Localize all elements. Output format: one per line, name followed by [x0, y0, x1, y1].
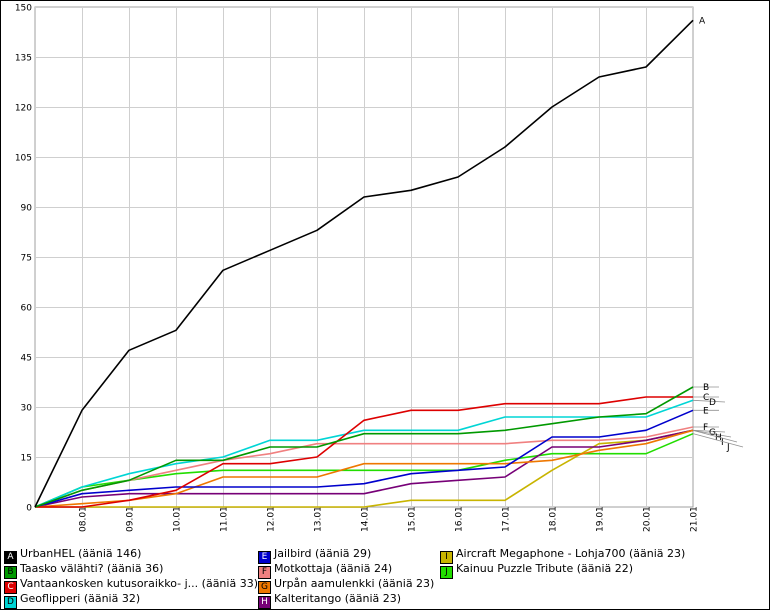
series-end-label: H: [715, 433, 722, 443]
legend-label: Taasko välähti? (ääniä 36): [20, 562, 164, 575]
y-tick-label: 105: [15, 154, 32, 164]
legend-item: H Kalteritango (ääniä 23): [258, 592, 402, 609]
series-end-label: D: [709, 398, 716, 408]
series-line-f: [34, 426, 694, 508]
series-line-c: [35, 396, 693, 508]
legend-swatch: H: [258, 596, 271, 609]
legend-label: Aircraft Megaphone - Lohja700 (ääniä 23): [456, 547, 686, 560]
x-tick-label: 19.01: [596, 506, 606, 532]
y-tick-label: 75: [21, 254, 32, 264]
legend-label: Geoflipperi (ääniä 32): [20, 592, 141, 605]
series-end-label: G: [709, 428, 716, 438]
series-end-label: F: [703, 423, 708, 433]
legend-swatch: B: [4, 566, 17, 579]
legend-item: E Jailbird (ääniä 29): [258, 547, 372, 564]
x-tick-label: 13.01: [314, 506, 324, 532]
legend-label: Urpån aamulenkki (ääniä 23): [274, 577, 435, 590]
x-tick-label: 18.01: [549, 506, 559, 532]
series-end-label: J: [726, 443, 730, 453]
series-line-e: [34, 409, 694, 508]
x-tick-label: 21.01: [690, 506, 700, 532]
legend-label: Kainuu Puzzle Tribute (ääniä 22): [456, 562, 634, 575]
legend-label: Motkottaja (ääniä 24): [274, 562, 393, 575]
y-tick-label: 60: [21, 304, 33, 314]
end-label-leader: [692, 429, 726, 433]
series-line-i: [35, 429, 694, 508]
line-chart: 0 15 30 45 60 75 90 105 120 135 150 08.01 09.01 10.01…: [15, 4, 744, 532]
series-line-h: [34, 429, 694, 508]
x-tick-label: 09.01: [126, 506, 136, 532]
y-tick-label: 15: [21, 454, 32, 464]
x-tick-label: 14.01: [361, 506, 371, 532]
legend-swatch: I: [440, 551, 453, 564]
legend-label: Vantaankosken kutusoraikko- j... (ääniä …: [20, 577, 258, 590]
end-label-leader: [692, 429, 732, 438]
legend-item: B Taasko välähti? (ääniä 36): [4, 562, 164, 579]
series-line-g: [34, 429, 694, 508]
series-line-b: [34, 386, 694, 508]
legend-swatch: F: [258, 566, 271, 579]
y-tick-label: 45: [21, 354, 32, 364]
y-tick-label: 120: [15, 104, 32, 114]
legend-swatch: C: [4, 581, 17, 594]
legend-item: F Motkottaja (ääniä 24): [258, 562, 393, 579]
x-tick-label: 12.01: [267, 506, 277, 532]
x-tick-label: 15.01: [408, 506, 418, 532]
legend-item: J Kainuu Puzzle Tribute (ääniä 22): [440, 562, 634, 579]
y-tick-label: 135: [15, 54, 32, 64]
legend-item: C Vantaankosken kutusoraikko- j... (ääniä…: [4, 577, 258, 594]
y-tick-label: 150: [15, 4, 32, 14]
x-tick-label: 20.01: [643, 506, 653, 532]
y-tick-label: 30: [21, 404, 33, 414]
x-tick-label: 11.01: [220, 506, 230, 532]
end-label-leader: [692, 433, 744, 448]
legend-item: D Geoflipperi (ääniä 32): [4, 592, 141, 609]
chart-legend: A UrbanHEL (ääniä 146) B Taasko välähti? (ä…: [4, 547, 764, 609]
series-line-a: [34, 19, 694, 508]
legend-item: G Urpån aamulenkki (ääniä 23): [258, 577, 435, 594]
legend-swatch: J: [440, 566, 453, 579]
legend-item: I Aircraft Megaphone - Lohja700 (ääniä 23…: [440, 547, 686, 564]
legend-label: Kalteritango (ääniä 23): [274, 592, 402, 605]
legend-swatch: A: [4, 551, 17, 564]
legend-label: Jailbird (ääniä 29): [274, 547, 372, 560]
x-tick-label: 16.01: [455, 506, 465, 532]
end-label-leader: [692, 429, 738, 443]
x-tick-label: 10.01: [173, 506, 183, 532]
end-label-leader: [692, 399, 726, 403]
series-line-d: [34, 399, 694, 508]
legend-label: UrbanHEL (ääniä 146): [20, 547, 142, 560]
series-end-label: A: [699, 16, 706, 26]
series-end-label: I: [721, 438, 724, 448]
legend-item: A UrbanHEL (ääniä 146): [4, 547, 142, 564]
legend-swatch: D: [4, 596, 17, 609]
y-tick-label: 0: [26, 504, 32, 514]
x-tick-label: 08.01: [79, 506, 89, 532]
x-tick-label: 17.01: [502, 506, 512, 532]
series-end-label: C: [703, 393, 709, 403]
legend-swatch: G: [258, 581, 271, 594]
y-tick-label: 90: [21, 204, 33, 214]
series-end-label: E: [703, 406, 709, 416]
series-end-label: B: [703, 383, 709, 393]
legend-swatch: E: [258, 551, 271, 564]
